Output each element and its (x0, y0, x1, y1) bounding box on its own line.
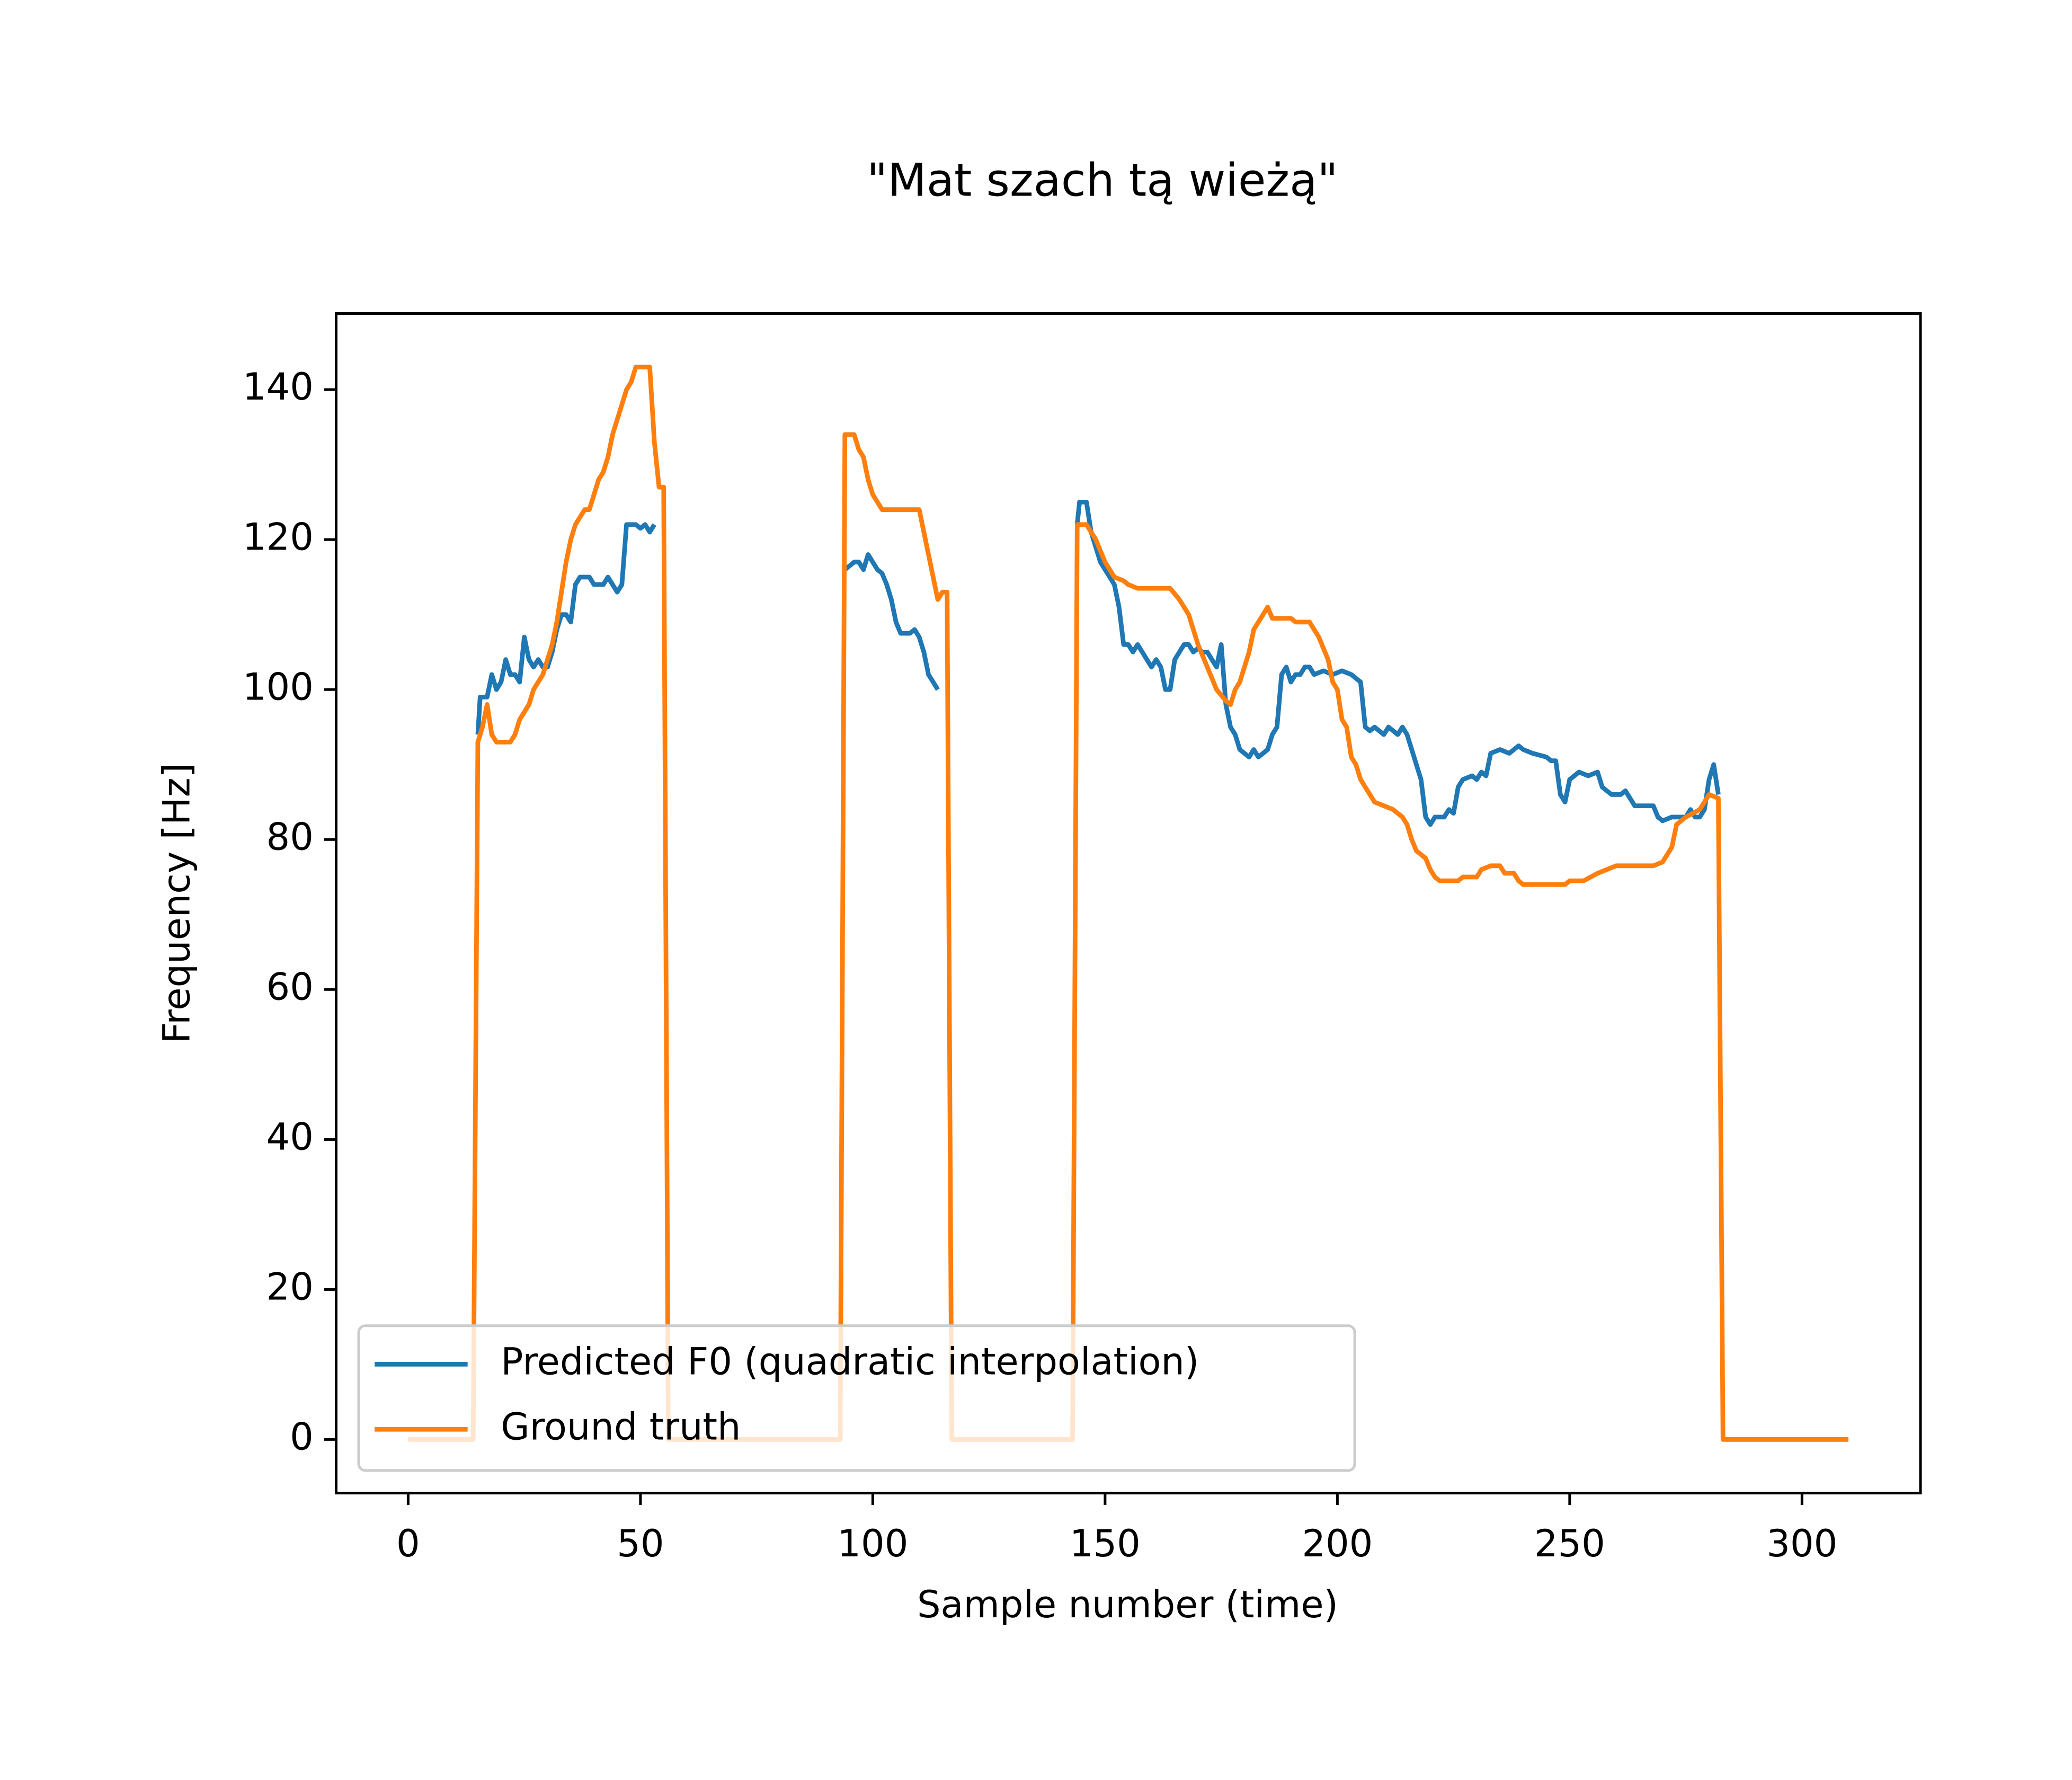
plot-frame (334, 312, 1922, 1495)
x-tick-label: 50 (617, 1522, 664, 1565)
x-tick-label: 200 (1302, 1522, 1373, 1565)
legend-box (357, 1324, 1356, 1472)
series-line (1074, 500, 1721, 827)
x-tick-label: 100 (837, 1522, 908, 1565)
y-tick-label: 40 (266, 1115, 314, 1158)
x-tick-label: 150 (1070, 1522, 1141, 1565)
y-axis-label: Frequency [Hz] (155, 763, 199, 1043)
x-tick-label: 250 (1534, 1522, 1605, 1565)
chart-title: "Mat szach tą wieżą" (867, 154, 1338, 207)
x-axis-label: Sample number (time) (917, 1583, 1338, 1626)
y-tick-label: 80 (266, 815, 314, 858)
y-tick-label: 100 (243, 665, 314, 709)
y-tick-label: 20 (266, 1265, 314, 1308)
y-tick-label: 120 (243, 515, 314, 559)
x-tick-label: 0 (396, 1522, 420, 1565)
y-tick-label: 60 (266, 965, 314, 1008)
legend-label: Predicted F0 (quadratic interpolation) (501, 1340, 1199, 1383)
x-tick-label: 300 (1766, 1522, 1837, 1565)
y-tick-label: 0 (290, 1415, 314, 1458)
legend-label: Ground truth (501, 1405, 741, 1448)
y-tick-label: 140 (243, 365, 314, 409)
series-line (408, 365, 1849, 1442)
series-line (843, 552, 940, 691)
